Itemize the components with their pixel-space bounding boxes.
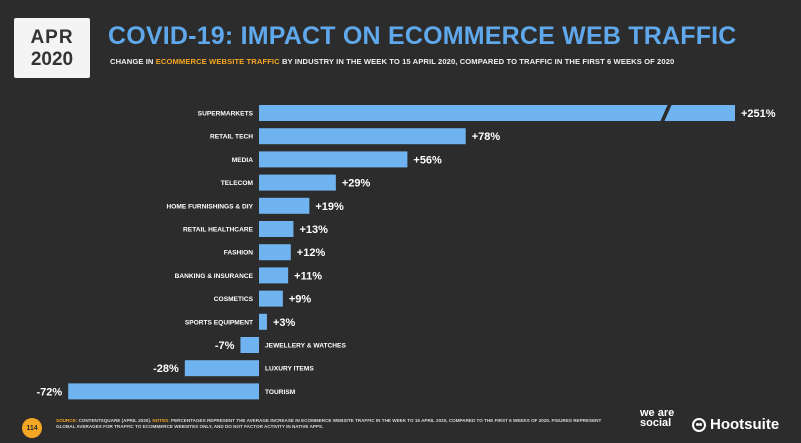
date-badge: APR 2020 [14,18,90,78]
value-label: +3% [273,317,296,329]
notes-label: NOTES: [152,418,170,423]
bar [259,313,267,330]
badge-month: APR [30,26,74,48]
page-title: COVID-19: IMPACT ON ECOMMERCE WEB TRAFFI… [108,22,737,50]
bar [259,244,291,261]
value-label: +9% [289,294,312,306]
category-label: LUXURY ITEMS [265,366,314,373]
category-label: MEDIA [232,157,253,164]
bar [259,221,294,237]
subtitle-suffix: BY INDUSTRY IN THE WEEK TO 15 APRIL 2020… [279,57,675,66]
bar [68,383,259,400]
hootsuite-logo: Hootsuite [692,416,779,433]
bar [259,267,289,284]
value-label: +78% [472,131,501,143]
badge-year: 2020 [30,48,74,70]
notes-text: PERCENTAGES REPRESENT THE AVERAGE INCREA… [56,418,602,429]
value-label: -72% [37,386,63,398]
category-label: HOME FURNISHINGS & DIY [167,203,254,210]
category-label: JEWELLERY & WATCHES [265,343,346,350]
category-label: SPORTS EQUIPMENT [185,319,253,326]
bar [240,337,259,353]
source-notes: SOURCE: CONTENTSQUARE (APRIL 2020). NOTE… [56,418,616,430]
hootsuite-label: Hootsuite [710,416,780,433]
category-label: RETAIL HEALTHCARE [183,227,254,234]
value-label: +251% [741,108,776,120]
bar [259,128,466,145]
category-label: BANKING & INSURANCE [175,273,254,280]
value-label: +29% [342,178,371,190]
bar [259,151,408,168]
subtitle-prefix: CHANGE IN [110,57,156,66]
value-label: +13% [299,224,328,236]
value-label: +12% [297,247,326,259]
source-text: CONTENTSQUARE (APRIL 2020). [77,418,153,423]
page-subtitle: CHANGE IN ECOMMERCE WEBSITE TRAFFIC BY I… [110,57,674,66]
we-are-social-logo: we are social [640,407,675,429]
source-label: SOURCE: [56,418,78,423]
value-label: +11% [294,270,322,282]
category-label: COSMETICS [214,296,254,303]
category-label: FASHION [224,250,254,257]
page-number-badge: 114 [22,418,42,438]
bar [259,174,336,191]
bar [259,105,735,121]
category-label: TOURISM [265,389,296,396]
category-label: SUPERMARKETS [198,111,254,118]
bar [259,197,310,214]
axis-break [660,104,672,122]
value-label: +19% [315,201,344,213]
footer: 114 SOURCE: CONTENTSQUARE (APRIL 2020). … [0,400,801,443]
category-label: RETAIL TECH [210,134,253,141]
value-label: -28% [153,363,179,375]
bar [184,360,259,377]
value-label: -7% [215,340,235,352]
category-label: TELECOM [221,180,254,187]
owl-icon [692,417,706,432]
bar [259,290,283,307]
value-label: +56% [413,154,442,166]
subtitle-highlight: ECOMMERCE WEBSITE TRAFFIC [155,57,280,66]
